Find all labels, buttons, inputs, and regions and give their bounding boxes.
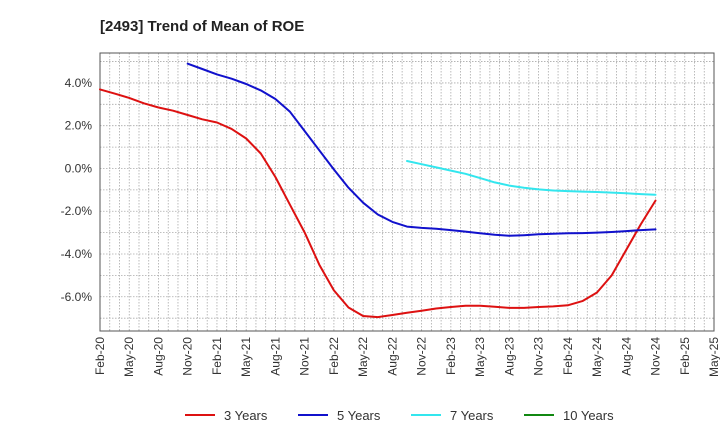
x-tick-label: Nov-22 bbox=[415, 337, 429, 376]
legend-label: 3 Years bbox=[224, 408, 268, 423]
y-tick-label: 4.0% bbox=[65, 76, 93, 90]
x-tick-label: Feb-24 bbox=[561, 337, 575, 375]
x-tick-label: Nov-20 bbox=[181, 337, 195, 376]
x-tick-label: May-22 bbox=[356, 337, 370, 377]
series-line-7-years bbox=[406, 160, 657, 196]
x-tick-label: Nov-24 bbox=[649, 337, 663, 376]
x-tick-label: May-23 bbox=[473, 337, 487, 377]
x-tick-label: Aug-23 bbox=[502, 337, 516, 376]
legend-label: 7 Years bbox=[450, 408, 494, 423]
chart-title: [2493] Trend of Mean of ROE bbox=[100, 18, 304, 35]
x-tick-label: Aug-22 bbox=[385, 337, 399, 376]
legend-label: 10 Years bbox=[563, 408, 614, 423]
x-tick-label: Feb-21 bbox=[210, 337, 224, 375]
y-tick-label: 0.0% bbox=[65, 161, 93, 175]
series-line-3-years bbox=[99, 88, 657, 319]
y-tick-label: 2.0% bbox=[65, 119, 93, 133]
y-tick-label: -6.0% bbox=[61, 290, 93, 304]
x-tick-label: May-21 bbox=[239, 337, 253, 377]
y-tick-label: -4.0% bbox=[61, 247, 93, 261]
x-tick-label: Nov-23 bbox=[532, 337, 546, 376]
x-tick-label: Feb-20 bbox=[93, 337, 107, 375]
x-tick-label: May-25 bbox=[707, 337, 720, 377]
series-line-5-years bbox=[186, 62, 657, 237]
legend: 3 Years 5 Years 7 Years 10 Years bbox=[185, 408, 614, 423]
y-tick-label: -2.0% bbox=[61, 204, 93, 218]
x-tick-label: Feb-25 bbox=[678, 337, 692, 375]
x-tick-label: Aug-20 bbox=[151, 337, 165, 376]
plot-background bbox=[100, 53, 714, 331]
x-tick-label: Aug-24 bbox=[619, 337, 633, 376]
x-tick-label: May-24 bbox=[590, 337, 604, 377]
x-tick-label: May-20 bbox=[122, 337, 136, 377]
x-tick-label: Feb-23 bbox=[444, 337, 458, 375]
x-tick-label: Nov-21 bbox=[298, 337, 312, 376]
legend-label: 5 Years bbox=[337, 408, 381, 423]
plot-border bbox=[99, 52, 715, 332]
x-tick-label: Feb-22 bbox=[327, 337, 341, 375]
x-tick-label: Aug-21 bbox=[268, 337, 282, 376]
plot-area: 4.0% 2.0% 0.0% -2.0% -4.0% -6.0% Feb-20 May-20 A… bbox=[61, 52, 720, 377]
